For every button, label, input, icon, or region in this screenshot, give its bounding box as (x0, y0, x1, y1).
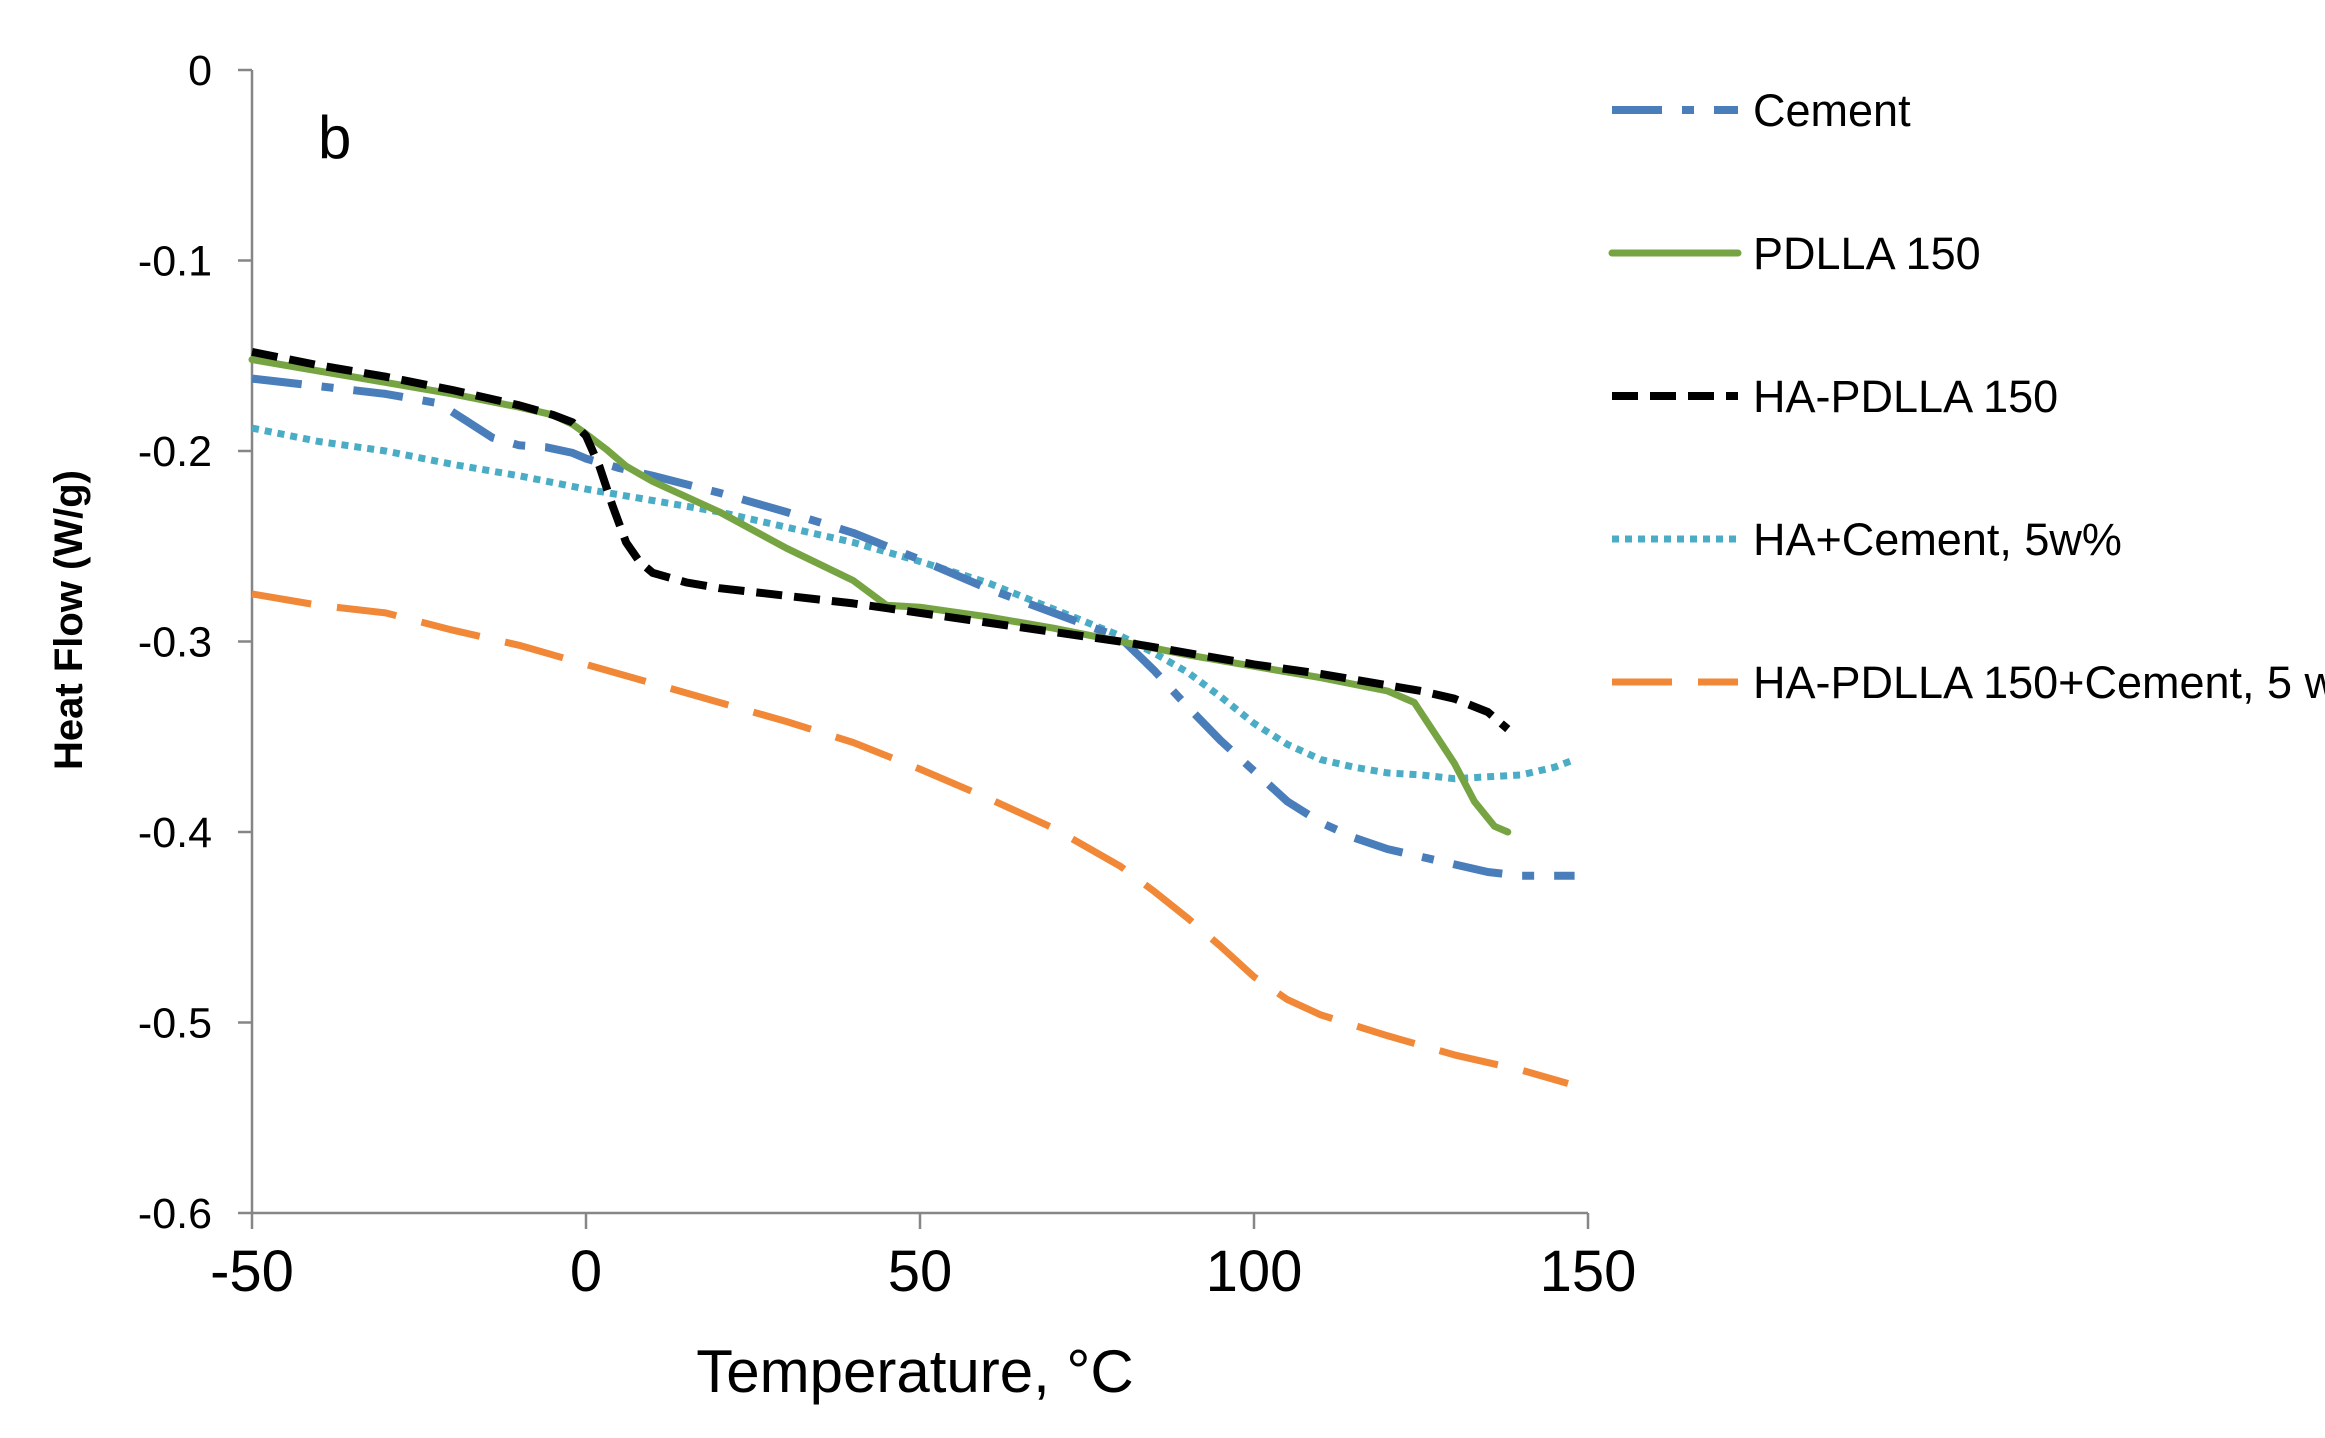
series-line-5 (251, 590, 1569, 1087)
legend-label-4: HA+Cement, 5w% (1753, 514, 2122, 565)
series-layer (248, 347, 1576, 1087)
series-line-3 (251, 347, 1511, 733)
axes: 0 -0.1 -0.2 -0.3 -0.4 -0.5 -0.6-50 0 50 100 150 (138, 47, 1637, 1304)
x-tick-label: 150 (1540, 1239, 1637, 1304)
legend-label-5: HA-PDLLA 150+Cement, 5 w% (1753, 657, 2325, 708)
legend-label-3: HA-PDLLA 150 (1753, 371, 2058, 422)
y-tick-label: -0.3 (138, 619, 212, 667)
y-tick-label: -0.4 (138, 809, 212, 857)
legend: Cement PDLLA 150 HA-PDLLA 150 HA+Cement, 5w… (1608, 85, 2325, 708)
y-tick-label: -0.6 (138, 1190, 212, 1238)
y-tick-label: 0 (188, 47, 212, 95)
x-tick-label: 50 (888, 1239, 953, 1304)
x-tick-label: 0 (570, 1239, 602, 1304)
labels: b Temperature, °C Heat Flow (W/g) (47, 104, 1134, 1405)
x-tick-label: 100 (1206, 1239, 1303, 1304)
x-axis-label: Temperature, °C (696, 1338, 1134, 1405)
y-axis-label: Heat Flow (W/g) (47, 470, 91, 770)
x-tick-label: -50 (210, 1239, 294, 1304)
y-tick-label: -0.2 (138, 428, 212, 476)
legend-label-1: Cement (1753, 85, 1911, 136)
y-tick-label: -0.1 (138, 238, 212, 286)
legend-label-2: PDLLA 150 (1753, 228, 1981, 279)
y-tick-label: -0.5 (138, 1000, 212, 1048)
panel-label: b (318, 104, 351, 171)
